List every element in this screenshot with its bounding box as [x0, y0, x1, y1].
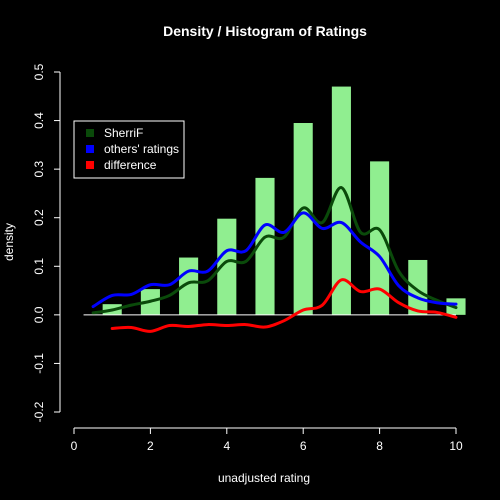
- x-axis-label: unadjusted rating: [218, 471, 310, 485]
- legend-swatch: [86, 145, 94, 153]
- histogram-bar: [370, 161, 390, 315]
- y-axis-label: density: [2, 223, 16, 261]
- histogram-bar: [331, 86, 351, 315]
- difference-line: [110, 278, 458, 333]
- histogram-bar: [217, 218, 237, 315]
- axes: 0 2 4 6 8 10 -0.2 -0.1 0.0 0.1 0.2 0.3 0.4 0.5: [32, 63, 463, 453]
- legend-label: others' ratings: [104, 142, 179, 156]
- legend-label: SherriF: [104, 126, 143, 140]
- x-tick-label: 6: [300, 439, 307, 453]
- x-tick-label: 0: [71, 439, 78, 453]
- histogram-bar: [255, 177, 275, 315]
- y-tick-label: -0.2: [32, 401, 46, 422]
- legend-swatch: [86, 129, 94, 137]
- histogram-bar: [408, 259, 428, 315]
- x-tick-label: 2: [147, 439, 154, 453]
- y-tick-label: 0.1: [32, 258, 46, 275]
- y-tick-label: 0.3: [32, 160, 46, 177]
- x-tick-label: 8: [376, 439, 383, 453]
- y-tick-label: -0.1: [32, 353, 46, 374]
- histogram-bar: [293, 123, 313, 315]
- x-tick-label: 10: [449, 439, 463, 453]
- legend-swatch: [86, 161, 94, 169]
- chart-title: Density / Histogram of Ratings: [163, 23, 367, 39]
- density-lines: [91, 186, 458, 333]
- others-density-line: [91, 211, 458, 309]
- y-tick-label: 0.2: [32, 209, 46, 226]
- legend: SherriF others' ratings difference: [73, 120, 185, 179]
- sherrif-density-line: [91, 186, 458, 315]
- legend-label: difference: [104, 158, 157, 172]
- x-tick-label: 4: [223, 439, 230, 453]
- y-tick-label: 0.5: [32, 63, 46, 80]
- y-tick-label: 0.4: [32, 112, 46, 129]
- y-tick-label: 0.0: [32, 306, 46, 323]
